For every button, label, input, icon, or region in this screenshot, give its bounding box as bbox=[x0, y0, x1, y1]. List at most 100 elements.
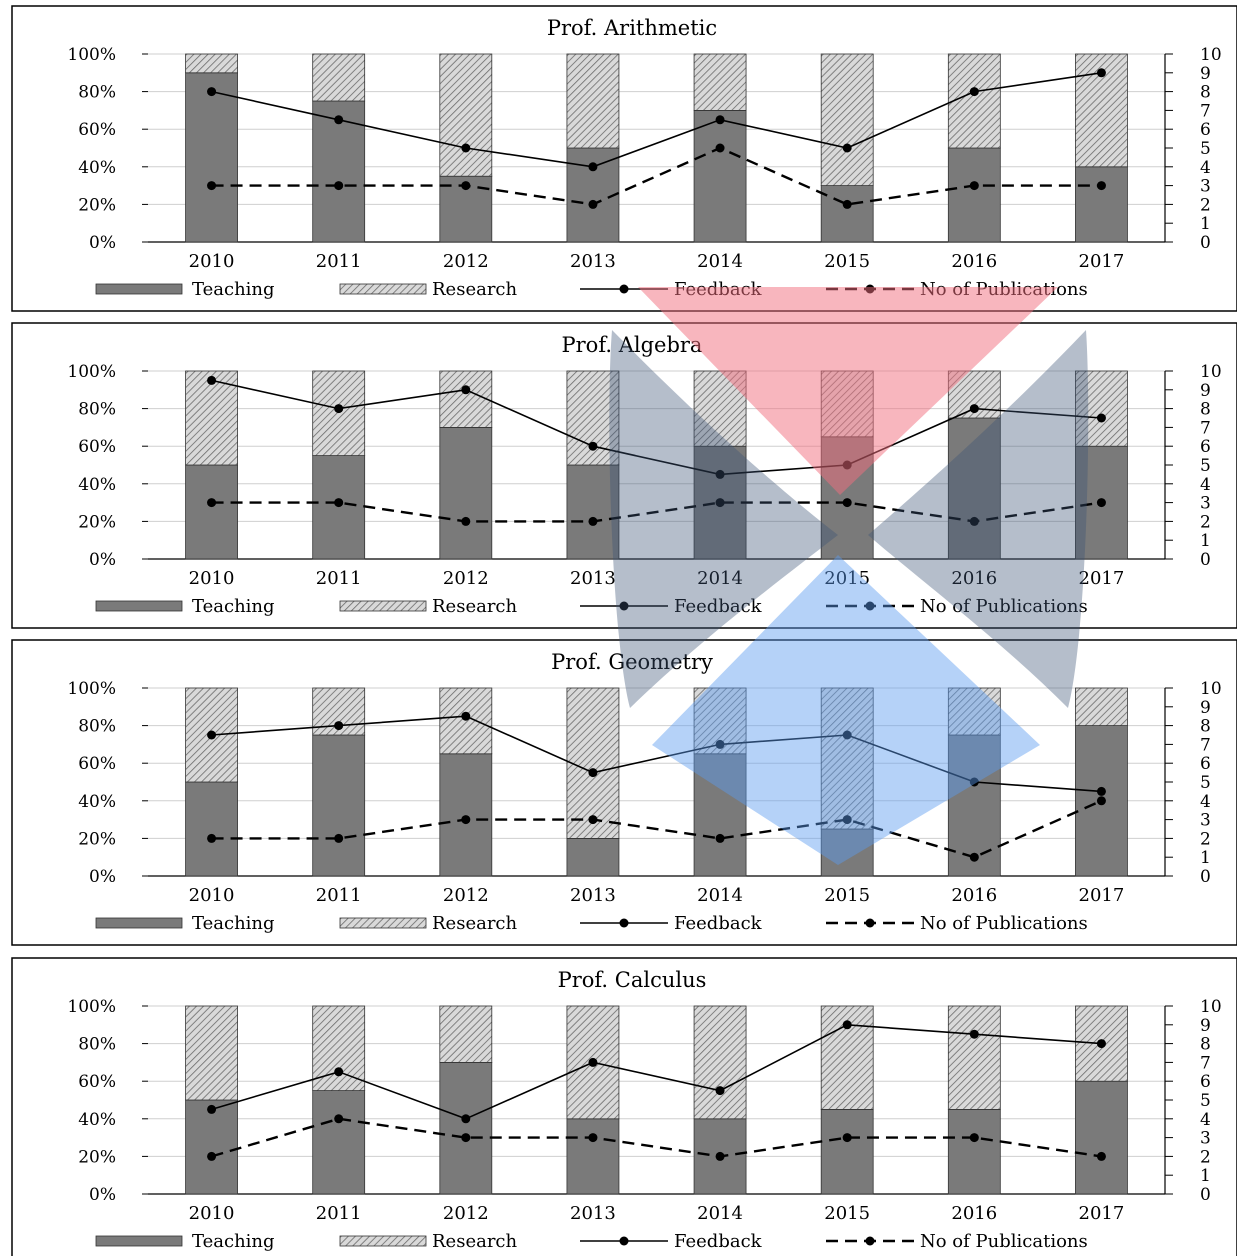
bar-research-2010 bbox=[185, 53, 238, 74]
publications-point-2013 bbox=[588, 516, 598, 526]
bar-teaching-2011 bbox=[312, 1090, 366, 1195]
legend-marker-publications bbox=[865, 601, 875, 611]
category-label: 2011 bbox=[316, 568, 362, 589]
publications-line bbox=[211, 146, 1102, 206]
category-label: 2010 bbox=[189, 885, 235, 906]
feedback-point-2015 bbox=[842, 1020, 852, 1030]
publications-point-2016 bbox=[969, 852, 979, 862]
legend: Teaching Research Feedback No of Publicatio… bbox=[95, 1231, 1088, 1252]
feedback-point-2017 bbox=[1096, 1039, 1106, 1049]
right-tick-label: 5 bbox=[1200, 1091, 1211, 1111]
category-label: 2012 bbox=[443, 568, 489, 589]
right-tick-label: 8 bbox=[1200, 1035, 1211, 1055]
legend-label-research: Research bbox=[432, 1231, 518, 1252]
chart-title: Prof. Arithmetic bbox=[547, 16, 717, 40]
publications-point-2012 bbox=[461, 1133, 471, 1143]
publications-point-2017 bbox=[1096, 181, 1106, 191]
watermark-left-wing bbox=[609, 330, 838, 708]
publications-line bbox=[211, 799, 1102, 859]
bar-research-2014 bbox=[693, 53, 747, 111]
right-tick-label: 4 bbox=[1200, 792, 1211, 812]
left-tick-label: 0% bbox=[89, 233, 116, 253]
left-tick-label: 80% bbox=[78, 83, 116, 103]
right-tick-label: 8 bbox=[1200, 83, 1211, 103]
legend-label-feedback: Feedback bbox=[674, 596, 763, 617]
legend-swatch-research bbox=[339, 283, 427, 295]
bar-teaching-2010 bbox=[185, 72, 238, 243]
right-tick-label: 9 bbox=[1200, 381, 1211, 401]
category-label: 2017 bbox=[1079, 568, 1125, 589]
publications-point-2010 bbox=[207, 1151, 217, 1161]
category-label: 2012 bbox=[443, 251, 489, 272]
publications-point-2010 bbox=[207, 181, 217, 191]
right-tick-label: 10 bbox=[1200, 45, 1222, 65]
right-tick-label: 2 bbox=[1200, 829, 1211, 849]
left-tick-label: 100% bbox=[67, 362, 116, 382]
right-tick-label: 1 bbox=[1200, 848, 1211, 868]
left-tick-label: 100% bbox=[67, 997, 116, 1017]
bar-research-2016 bbox=[947, 1005, 1001, 1110]
legend-marker-feedback bbox=[619, 284, 629, 294]
category-label: 2014 bbox=[697, 251, 743, 272]
feedback-point-2013 bbox=[588, 1057, 598, 1067]
bar-research-2017 bbox=[1075, 370, 1128, 447]
category-label: 2010 bbox=[189, 251, 235, 272]
feedback-point-2010 bbox=[207, 1104, 217, 1114]
left-tick-label: 40% bbox=[78, 158, 116, 178]
left-tick-label: 40% bbox=[78, 792, 116, 812]
feedback-point-2015 bbox=[842, 730, 852, 740]
bar-research-2013 bbox=[566, 687, 620, 839]
left-tick-label: 80% bbox=[78, 717, 116, 737]
right-tick-label: 0 bbox=[1200, 233, 1211, 253]
category-label: 2016 bbox=[951, 568, 997, 589]
right-tick-label: 7 bbox=[1200, 418, 1211, 438]
publications-line bbox=[211, 501, 1102, 523]
legend-marker-publications bbox=[865, 918, 875, 928]
feedback-point-2017 bbox=[1096, 786, 1106, 796]
left-tick-label: 40% bbox=[78, 1110, 116, 1130]
publications-point-2017 bbox=[1096, 498, 1106, 508]
left-tick-label: 100% bbox=[67, 45, 116, 65]
right-tick-label: 8 bbox=[1200, 717, 1211, 737]
feedback-line bbox=[211, 1023, 1102, 1120]
publications-point-2014 bbox=[715, 1151, 725, 1161]
right-tick-label: 2 bbox=[1200, 512, 1211, 532]
right-tick-label: 6 bbox=[1200, 120, 1211, 140]
category-label: 2015 bbox=[824, 251, 870, 272]
category-label: 2013 bbox=[570, 251, 616, 272]
bar-research-2017 bbox=[1075, 687, 1128, 726]
publications-point-2013 bbox=[588, 1133, 598, 1143]
feedback-point-2012 bbox=[461, 143, 471, 153]
bar-teaching-2017 bbox=[1075, 1080, 1128, 1195]
publications-point-2016 bbox=[969, 516, 979, 526]
legend-swatch-teaching bbox=[95, 917, 183, 929]
publications-point-2015 bbox=[842, 498, 852, 508]
right-tick-label: 3 bbox=[1200, 494, 1211, 514]
publications-point-2012 bbox=[461, 181, 471, 191]
legend-label-teaching: Teaching bbox=[192, 279, 275, 300]
publications-point-2017 bbox=[1096, 796, 1106, 806]
chart-title: Prof. Algebra bbox=[562, 333, 703, 357]
right-tick-label: 10 bbox=[1200, 997, 1222, 1017]
right-tick-label: 10 bbox=[1200, 679, 1222, 699]
bar-teaching-2016 bbox=[947, 417, 1001, 560]
left-tick-label: 0% bbox=[89, 550, 116, 570]
right-tick-label: 3 bbox=[1200, 177, 1211, 197]
publications-point-2015 bbox=[842, 1133, 852, 1143]
legend-swatch-research bbox=[339, 917, 427, 929]
bar-research-2016 bbox=[947, 687, 1001, 736]
left-tick-label: 80% bbox=[78, 1035, 116, 1055]
right-tick-label: 9 bbox=[1200, 64, 1211, 84]
legend-swatch-teaching bbox=[95, 1235, 183, 1247]
category-label: 2016 bbox=[951, 251, 997, 272]
feedback-point-2012 bbox=[461, 711, 471, 721]
publications-point-2015 bbox=[842, 199, 852, 209]
feedback-line bbox=[211, 715, 1102, 793]
bar-teaching-2014 bbox=[693, 110, 747, 243]
publications-point-2016 bbox=[969, 181, 979, 191]
left-tick-label: 20% bbox=[78, 829, 116, 849]
legend-marker-feedback bbox=[619, 601, 629, 611]
bar-teaching-2012 bbox=[439, 753, 493, 877]
category-label: 2017 bbox=[1079, 1203, 1125, 1224]
